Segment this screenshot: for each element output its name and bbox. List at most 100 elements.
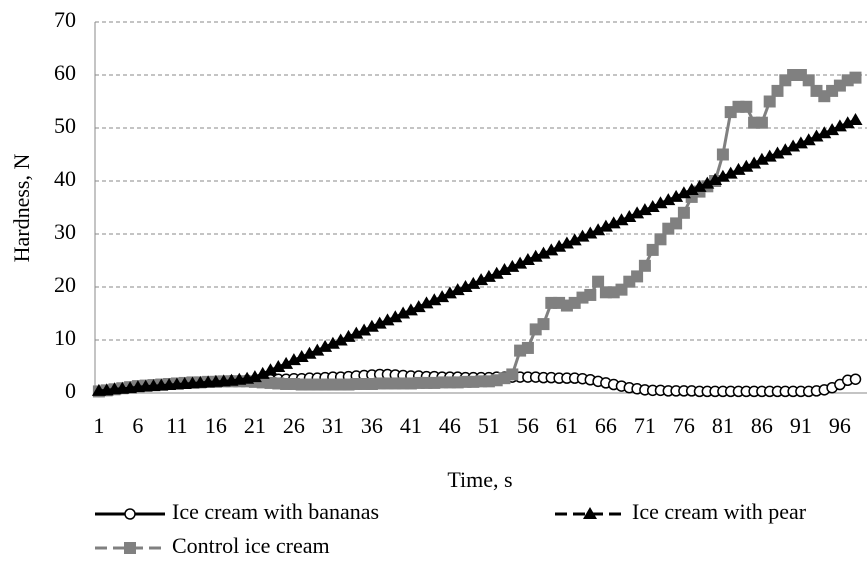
marker bbox=[614, 213, 629, 226]
marker bbox=[521, 341, 534, 354]
marker bbox=[575, 229, 590, 242]
x-tick-label: 21 bbox=[244, 413, 266, 438]
legend-marker bbox=[124, 508, 136, 520]
marker bbox=[793, 136, 808, 149]
marker bbox=[740, 100, 753, 113]
marker bbox=[310, 343, 325, 356]
marker bbox=[435, 290, 450, 303]
marker bbox=[771, 84, 784, 97]
marker bbox=[380, 313, 395, 326]
marker bbox=[411, 300, 426, 313]
marker bbox=[832, 119, 847, 132]
y-tick-label: 0 bbox=[65, 378, 76, 403]
marker bbox=[537, 318, 550, 331]
marker bbox=[661, 193, 676, 206]
marker bbox=[622, 210, 637, 223]
x-axis-title: Time, s bbox=[447, 467, 512, 492]
marker bbox=[302, 346, 317, 359]
marker bbox=[677, 206, 690, 219]
marker bbox=[723, 166, 738, 179]
marker bbox=[708, 172, 723, 185]
legend-label: Ice cream with bananas bbox=[172, 499, 379, 524]
x-tick-label: 46 bbox=[439, 413, 461, 438]
marker bbox=[849, 373, 862, 385]
marker bbox=[591, 223, 606, 236]
marker bbox=[559, 236, 574, 249]
marker bbox=[637, 203, 652, 216]
marker bbox=[747, 156, 762, 169]
marker bbox=[263, 363, 278, 376]
x-tick-label: 76 bbox=[673, 413, 695, 438]
y-tick-label: 30 bbox=[54, 219, 76, 244]
x-tick-label: 91 bbox=[790, 413, 812, 438]
marker bbox=[809, 129, 824, 142]
x-tick-label: 26 bbox=[283, 413, 305, 438]
legend-label: Control ice cream bbox=[172, 533, 330, 558]
marker bbox=[645, 199, 660, 212]
marker bbox=[403, 303, 418, 316]
marker bbox=[848, 113, 863, 126]
marker bbox=[801, 133, 816, 146]
y-tick-label: 10 bbox=[54, 325, 76, 350]
marker bbox=[638, 259, 651, 272]
marker bbox=[325, 336, 340, 349]
marker bbox=[388, 310, 403, 323]
marker bbox=[520, 252, 535, 265]
marker bbox=[631, 270, 644, 283]
marker bbox=[442, 286, 457, 299]
y-tick-label: 60 bbox=[54, 60, 76, 85]
legend-marker bbox=[124, 542, 136, 554]
x-tick-label: 36 bbox=[361, 413, 383, 438]
x-tick-label: 86 bbox=[751, 413, 773, 438]
marker bbox=[286, 353, 301, 366]
marker bbox=[692, 179, 707, 192]
marker bbox=[739, 159, 754, 172]
marker bbox=[715, 169, 730, 182]
marker bbox=[450, 283, 465, 296]
marker bbox=[669, 189, 684, 202]
legend-label: Ice cream with pear bbox=[632, 499, 807, 524]
x-tick-label: 61 bbox=[556, 413, 578, 438]
marker bbox=[654, 233, 667, 246]
marker bbox=[584, 288, 597, 301]
x-tick-label: 51 bbox=[478, 413, 500, 438]
series-line bbox=[98, 73, 856, 393]
marker bbox=[825, 123, 840, 136]
y-axis-title: Hardness, N bbox=[9, 154, 34, 263]
marker bbox=[653, 196, 668, 209]
marker bbox=[763, 95, 776, 108]
marker bbox=[419, 296, 434, 309]
marker bbox=[341, 329, 356, 342]
marker bbox=[372, 316, 387, 329]
marker bbox=[466, 276, 481, 289]
marker bbox=[544, 243, 559, 256]
x-tick-label: 31 bbox=[322, 413, 344, 438]
marker bbox=[676, 186, 691, 199]
marker bbox=[849, 71, 862, 84]
marker bbox=[294, 349, 309, 362]
marker bbox=[716, 148, 729, 161]
x-tick-label: 11 bbox=[166, 413, 187, 438]
marker bbox=[505, 259, 520, 272]
marker bbox=[817, 126, 832, 139]
x-tick-label: 66 bbox=[595, 413, 617, 438]
marker bbox=[731, 162, 746, 175]
marker bbox=[528, 249, 543, 262]
marker bbox=[802, 74, 815, 87]
marker bbox=[364, 319, 379, 332]
marker bbox=[646, 243, 659, 256]
marker bbox=[700, 176, 715, 189]
x-tick-label: 16 bbox=[205, 413, 227, 438]
marker bbox=[489, 266, 504, 279]
x-tick-label: 96 bbox=[829, 413, 851, 438]
marker bbox=[606, 216, 621, 229]
marker bbox=[770, 146, 785, 159]
marker bbox=[247, 370, 262, 383]
marker bbox=[840, 116, 855, 129]
x-tick-label: 6 bbox=[132, 413, 143, 438]
marker bbox=[396, 306, 411, 319]
marker bbox=[271, 360, 286, 373]
marker bbox=[481, 269, 496, 282]
y-tick-label: 20 bbox=[54, 272, 76, 297]
